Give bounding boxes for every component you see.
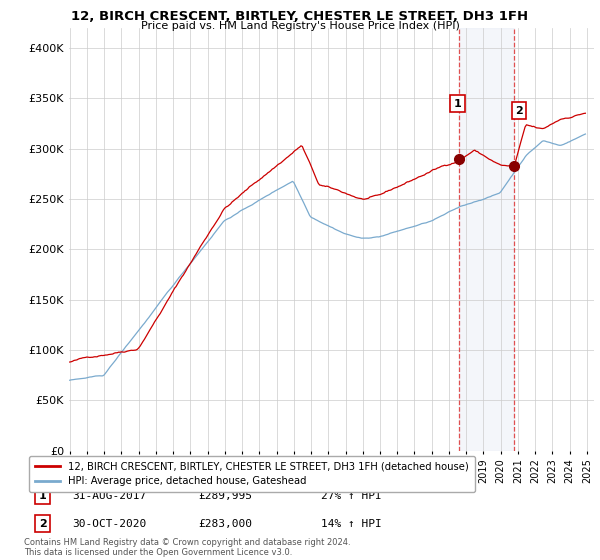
Text: £289,995: £289,995 bbox=[198, 491, 252, 501]
Text: Price paid vs. HM Land Registry's House Price Index (HPI): Price paid vs. HM Land Registry's House … bbox=[140, 21, 460, 31]
Text: 1: 1 bbox=[39, 491, 47, 501]
Text: 30-OCT-2020: 30-OCT-2020 bbox=[72, 519, 146, 529]
Text: 1: 1 bbox=[454, 99, 461, 109]
Text: 2: 2 bbox=[515, 106, 523, 115]
Text: £283,000: £283,000 bbox=[198, 519, 252, 529]
Text: 14% ↑ HPI: 14% ↑ HPI bbox=[321, 519, 382, 529]
Legend: 12, BIRCH CRESCENT, BIRTLEY, CHESTER LE STREET, DH3 1FH (detached house), HPI: A: 12, BIRCH CRESCENT, BIRTLEY, CHESTER LE … bbox=[29, 456, 475, 492]
Text: 31-AUG-2017: 31-AUG-2017 bbox=[72, 491, 146, 501]
Text: 2: 2 bbox=[39, 519, 47, 529]
Text: 12, BIRCH CRESCENT, BIRTLEY, CHESTER LE STREET, DH3 1FH: 12, BIRCH CRESCENT, BIRTLEY, CHESTER LE … bbox=[71, 10, 529, 23]
Bar bbox=[459, 28, 514, 451]
Text: 27% ↑ HPI: 27% ↑ HPI bbox=[321, 491, 382, 501]
Text: Contains HM Land Registry data © Crown copyright and database right 2024.
This d: Contains HM Land Registry data © Crown c… bbox=[24, 538, 350, 557]
